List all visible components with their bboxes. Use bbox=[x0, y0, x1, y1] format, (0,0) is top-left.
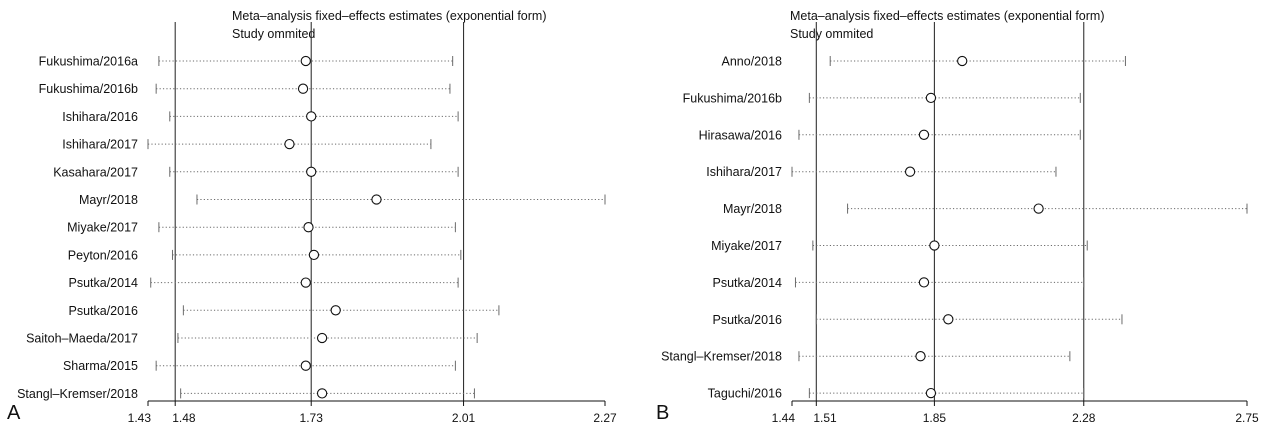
panel-b-x-tick-label: 2.75 bbox=[1235, 411, 1259, 425]
panel-a-study-label: Peyton/2016 bbox=[68, 248, 138, 262]
panel-a: Meta–analysis fixed–effects estimates (e… bbox=[7, 9, 617, 425]
panel-a-x-tick-label: 2.01 bbox=[452, 411, 476, 425]
panel-a-x-tick-label: 2.27 bbox=[593, 411, 617, 425]
panel-a-point-estimate bbox=[300, 277, 311, 288]
panel-a-study-label: Kasahara/2017 bbox=[53, 165, 138, 179]
panel-b-x-tick-label: 2.28 bbox=[1072, 411, 1096, 425]
panel-b-study-label: Ishihara/2017 bbox=[706, 165, 782, 179]
panel-a-study-label: Miyake/2017 bbox=[67, 221, 138, 235]
panel-b-study-label: Miyake/2017 bbox=[711, 239, 782, 253]
panel-a-x-tick-label: 1.48 bbox=[172, 411, 196, 425]
panel-a-study-label: Stangl–Kremser/2018 bbox=[17, 387, 138, 401]
panel-a-study-label: Fukushima/2016b bbox=[39, 82, 138, 96]
panel-a-study-label: Ishihara/2016 bbox=[62, 110, 138, 124]
panel-a-study-label: Psutka/2014 bbox=[69, 276, 139, 290]
panel-b-letter: B bbox=[656, 402, 669, 424]
panel-b-study-label: Hirasawa/2016 bbox=[699, 128, 782, 142]
panel-a-study-label: Psutka/2016 bbox=[69, 304, 139, 318]
panel-b-x-tick-label: 1.51 bbox=[813, 411, 837, 425]
panel-b-x-tick-label: 1.85 bbox=[923, 411, 947, 425]
panel-b-study-label: Mayr/2018 bbox=[723, 202, 782, 216]
panel-a-point-estimate bbox=[300, 55, 311, 67]
panel-a-point-estimate bbox=[308, 249, 320, 261]
panel-a-point-estimate bbox=[371, 194, 382, 205]
panel-a-point-estimate bbox=[284, 138, 295, 150]
panel-b-point-estimate bbox=[925, 92, 937, 104]
panel-a-point-estimate bbox=[297, 83, 309, 94]
panel-a-letter: A bbox=[7, 402, 21, 424]
panel-b-study-label: Psutka/2014 bbox=[713, 276, 783, 290]
panel-b-study-label: Anno/2018 bbox=[722, 55, 783, 69]
panel-a-point-estimate bbox=[330, 305, 341, 316]
panel-a-study-label: Ishihara/2017 bbox=[62, 138, 138, 152]
panel-a-study-label: Mayr/2018 bbox=[79, 193, 138, 207]
panel-b-point-estimate bbox=[943, 314, 954, 325]
panel-b-study-label: Fukushima/2016b bbox=[683, 91, 782, 105]
panel-a-point-estimate bbox=[316, 388, 328, 399]
panel-b-study-label: Taguchi/2016 bbox=[708, 387, 782, 401]
panel-a-study-label: Fukushima/2016a bbox=[39, 55, 138, 69]
panel-b-point-estimate bbox=[904, 166, 916, 177]
panel-a-point-estimate bbox=[306, 166, 317, 177]
panel-a-point-estimate bbox=[316, 332, 328, 344]
panel-b-point-estimate bbox=[918, 277, 930, 288]
panel-a-point-estimate bbox=[306, 111, 317, 122]
panel-a-x-tick-label: 1.73 bbox=[300, 411, 324, 425]
panel-a-study-label: Saitoh–Maeda/2017 bbox=[26, 332, 138, 346]
panel-b-point-estimate bbox=[929, 240, 940, 251]
panel-b-point-estimate bbox=[915, 351, 926, 362]
panel-b-study-label: Psutka/2016 bbox=[713, 313, 783, 327]
panel-b-point-estimate bbox=[918, 129, 930, 140]
panel-b-study-label: Stangl–Kremser/2018 bbox=[661, 350, 782, 364]
panel-a-study-label: Sharma/2015 bbox=[63, 359, 138, 373]
panel-b-x-tick-label: 1.44 bbox=[772, 411, 796, 425]
panel-b-point-estimate bbox=[957, 55, 968, 67]
panel-b-point-estimate bbox=[925, 387, 937, 399]
panel-a-x-tick-label: 1.43 bbox=[128, 411, 152, 425]
panel-b-point-estimate bbox=[1033, 203, 1044, 214]
panel-b-subtitle: Study ommited bbox=[790, 27, 873, 41]
panel-b: Meta–analysis fixed–effects estimates (e… bbox=[656, 9, 1259, 425]
panel-b-title: Meta–analysis fixed–effects estimates (e… bbox=[790, 9, 1105, 23]
panel-a-subtitle: Study ommited bbox=[232, 27, 315, 41]
panel-a-point-estimate bbox=[300, 360, 311, 371]
panel-a-point-estimate bbox=[303, 222, 314, 233]
panel-a-title: Meta–analysis fixed–effects estimates (e… bbox=[232, 9, 547, 23]
